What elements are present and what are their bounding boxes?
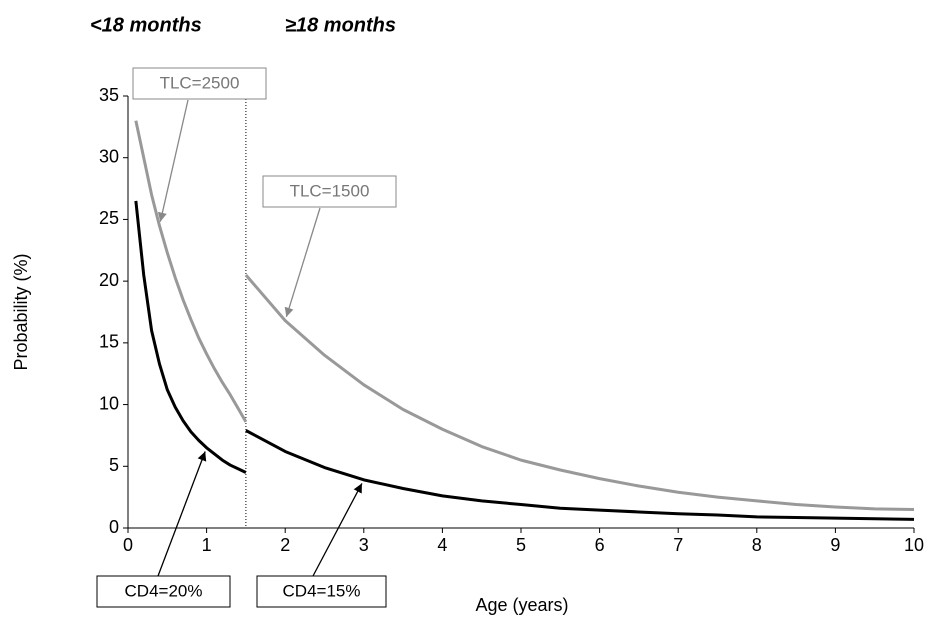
y-tick-label: 5 <box>109 455 119 475</box>
y-tick-label: 25 <box>99 208 119 228</box>
callout-box <box>262 175 397 208</box>
callout-arrow <box>312 483 363 577</box>
x-tick-label: 0 <box>123 535 133 555</box>
y-tick-label: 15 <box>99 332 119 352</box>
header-left: <18 months <box>90 14 202 36</box>
callout-label: CD4=20% <box>125 581 203 600</box>
line-series <box>134 200 247 474</box>
y-tick-label: 30 <box>99 146 119 166</box>
line-series <box>244 273 915 511</box>
y-axis-label: Probability (%) <box>11 253 31 370</box>
callout-arrow <box>157 451 207 577</box>
x-tick-label: 8 <box>752 535 762 555</box>
x-tick-label: 2 <box>280 535 290 555</box>
x-tick-label: 6 <box>595 535 605 555</box>
x-axis-label: Age (years) <box>475 595 568 615</box>
line-series <box>134 120 248 423</box>
callout-box <box>256 575 387 608</box>
y-tick-label: 10 <box>99 393 119 413</box>
callout-arrow <box>284 207 321 318</box>
callout-label: CD4=15% <box>283 581 361 600</box>
line-series <box>245 429 915 521</box>
callout-label: TLC=1500 <box>290 181 370 200</box>
y-tick-label: 20 <box>99 270 119 290</box>
x-tick-label: 10 <box>904 535 924 555</box>
callout-label: TLC=2500 <box>160 73 240 92</box>
header-right: ≥18 months <box>285 14 396 36</box>
y-tick-label: 35 <box>99 85 119 105</box>
x-tick-label: 1 <box>202 535 212 555</box>
x-tick-label: 7 <box>673 535 683 555</box>
x-tick-label: 5 <box>516 535 526 555</box>
callout-arrow <box>157 99 189 222</box>
callout-box <box>96 575 231 608</box>
y-tick-label: 0 <box>109 517 119 537</box>
x-tick-label: 4 <box>437 535 447 555</box>
x-tick-label: 3 <box>359 535 369 555</box>
x-tick-label: 9 <box>830 535 840 555</box>
callout-box <box>132 67 267 100</box>
